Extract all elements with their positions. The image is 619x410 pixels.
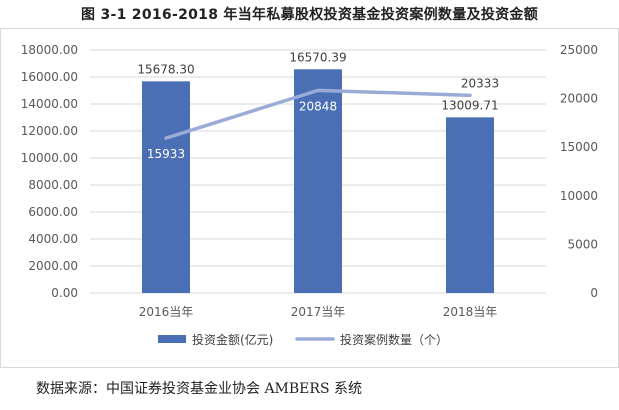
- bar-investment-amount: [142, 81, 190, 293]
- y-left-tick-label: 12000.00: [21, 124, 78, 138]
- y-right-tick-label: 5000: [567, 237, 598, 251]
- bar-investment-amount: [446, 117, 494, 293]
- line-data-label: 20333: [461, 76, 499, 90]
- combo-chart: 0.00 2000.00 4000.00 6000.00 8000.00 10000.00…: [21, 43, 598, 347]
- line-data-label: 15933: [147, 147, 185, 161]
- y-left-tick-label: 6000.00: [28, 205, 78, 219]
- x-tick-label: 2016当年: [139, 305, 194, 319]
- y-right-tick-label: 15000: [560, 140, 598, 154]
- chart-title: 图 3-1 2016-2018 年当年私募股权投资基金投资案例数量及投资金额: [80, 7, 539, 23]
- line-data-label: 20848: [299, 99, 337, 113]
- bar-investment-amount: [294, 69, 342, 293]
- legend-label-bar: 投资金额(亿元): [192, 332, 273, 347]
- y-left-tick-label: 10000.00: [21, 151, 78, 165]
- bar-data-label: 15678.30: [137, 62, 194, 76]
- y-right-tick-label: 25000: [560, 43, 598, 57]
- data-source-note: 数据来源：中国证券投资基金业协会 AMBERS 系统: [36, 381, 362, 397]
- y-left-tick-label: 18000.00: [21, 43, 78, 57]
- y-left-tick-label: 2000.00: [28, 259, 78, 273]
- bar-data-label: 16570.39: [289, 50, 346, 64]
- y-right-tick-label: 20000: [560, 92, 598, 106]
- bar-data-label: 13009.71: [441, 98, 498, 112]
- y-left-tick-label: 14000.00: [21, 97, 78, 111]
- y-left-tick-label: 8000.00: [28, 178, 78, 192]
- y-right-tick-label: 10000: [560, 189, 598, 203]
- line-investment-cases: [164, 88, 472, 140]
- x-tick-label: 2017当年: [291, 305, 346, 319]
- y-left-tick-label: 4000.00: [28, 232, 78, 246]
- y-left-tick-label: 0.00: [51, 286, 78, 300]
- legend-swatch-bar: [158, 335, 186, 343]
- y-left-tick-label: 16000.00: [21, 70, 78, 84]
- x-tick-label: 2018当年: [443, 305, 498, 319]
- legend-label-line: 投资案例数量（个）: [340, 332, 448, 347]
- y-right-tick-label: 0: [590, 286, 598, 300]
